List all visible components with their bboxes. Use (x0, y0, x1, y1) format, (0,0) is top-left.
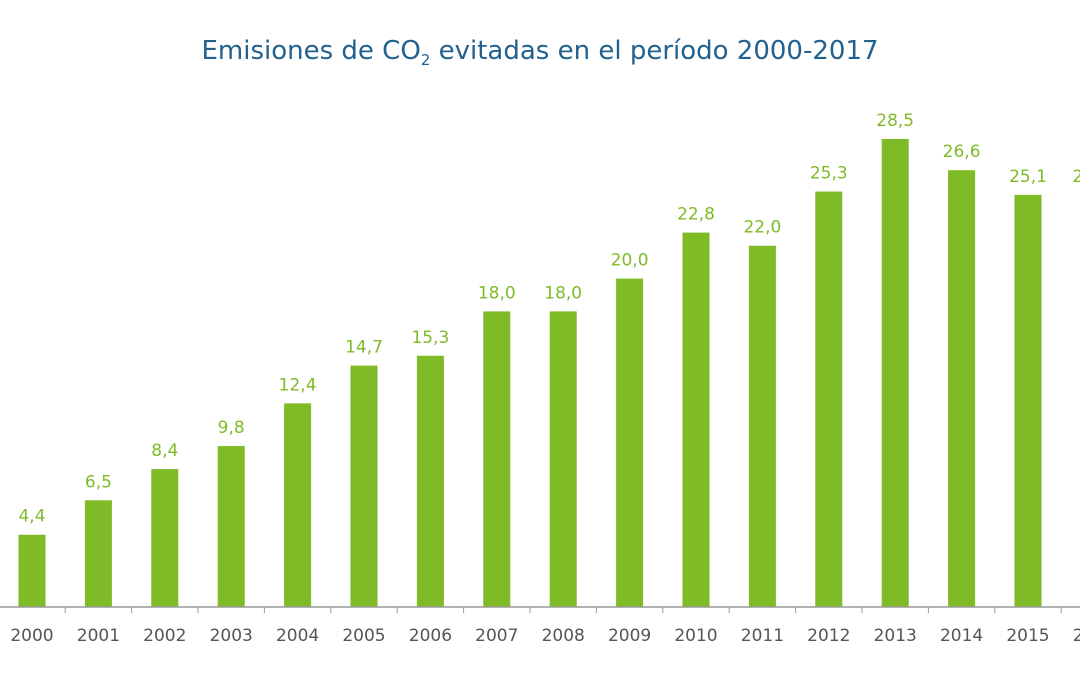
bar-2008 (549, 311, 577, 607)
bar-2001 (84, 500, 112, 607)
title-subscript: 2 (420, 51, 431, 70)
bar-2015 (1014, 194, 1042, 607)
tick-label-2000: 2000 (10, 626, 53, 646)
value-label-2004: 12,4 (279, 375, 317, 395)
tick-label-2007: 2007 (475, 626, 518, 646)
bar-2005 (350, 365, 378, 607)
tick-label-2016: 2016 (1073, 626, 1080, 646)
value-label-2013: 28,5 (876, 111, 914, 131)
tick-label-2013: 2013 (874, 626, 917, 646)
title-text-end: evitadas en el período 2000-2017 (430, 36, 879, 66)
bar-2007 (483, 311, 511, 607)
bar-2002 (151, 469, 179, 607)
value-label-2011: 22,0 (743, 218, 781, 238)
value-label-2007: 18,0 (478, 283, 516, 303)
bar-2004 (284, 403, 312, 607)
tick-label-2010: 2010 (674, 626, 717, 646)
bar-2006 (416, 355, 444, 607)
bar-2009 (616, 278, 644, 607)
title-text: Emisiones de CO (201, 36, 421, 66)
tick-label-2003: 2003 (210, 626, 253, 646)
tick-label-2014: 2014 (940, 626, 983, 646)
tick-label-2004: 2004 (276, 626, 319, 646)
bar-2010 (682, 232, 710, 607)
value-label-2008: 18,0 (544, 283, 582, 303)
tick-label-2008: 2008 (542, 626, 585, 646)
value-label-2016: 2 (1072, 167, 1080, 187)
bar-2011 (748, 245, 776, 607)
value-label-2010: 22,8 (677, 205, 715, 225)
value-label-2012: 25,3 (810, 164, 848, 184)
bar-2013 (881, 139, 909, 607)
value-label-2015: 25,1 (1009, 167, 1047, 187)
value-label-2006: 15,3 (411, 328, 449, 348)
bar-2014 (948, 170, 976, 607)
value-label-2014: 26,6 (943, 142, 981, 162)
bar-2012 (815, 191, 843, 607)
tick-label-2012: 2012 (807, 626, 850, 646)
tick-label-2001: 2001 (77, 626, 120, 646)
tick-label-2015: 2015 (1006, 626, 1049, 646)
value-label-2001: 6,5 (85, 472, 112, 492)
value-label-2009: 20,0 (611, 251, 649, 271)
chart-title: Emisiones de CO2 evitadas en el período … (0, 36, 1080, 69)
value-label-2003: 9,8 (218, 418, 245, 438)
tick-label-2006: 2006 (409, 626, 452, 646)
bar-2000 (18, 534, 46, 607)
bar-2003 (217, 446, 245, 607)
value-label-2000: 4,4 (18, 507, 45, 527)
value-label-2005: 14,7 (345, 338, 383, 358)
tick-label-2005: 2005 (342, 626, 385, 646)
tick-label-2009: 2009 (608, 626, 651, 646)
tick-label-2011: 2011 (741, 626, 784, 646)
tick-label-2002: 2002 (143, 626, 186, 646)
value-label-2002: 8,4 (151, 441, 178, 461)
